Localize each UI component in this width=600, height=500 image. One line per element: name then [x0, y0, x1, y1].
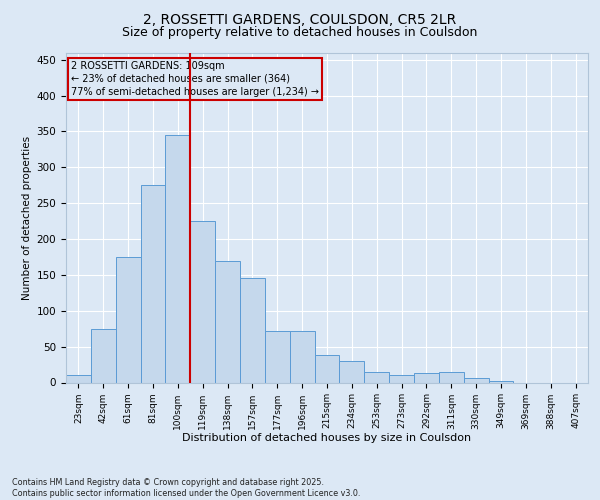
Bar [290, 331, 314, 382]
Bar [215, 260, 240, 382]
Bar [240, 278, 265, 382]
X-axis label: Distribution of detached houses by size in Coulsdon: Distribution of detached houses by size … [182, 433, 472, 443]
Bar [464, 378, 488, 382]
Bar [91, 328, 116, 382]
Text: 2, ROSSETTI GARDENS, COULSDON, CR5 2LR: 2, ROSSETTI GARDENS, COULSDON, CR5 2LR [143, 12, 457, 26]
Bar [439, 372, 464, 382]
Bar [314, 355, 340, 382]
Bar [190, 221, 215, 382]
Text: 2 ROSSETTI GARDENS: 109sqm
← 23% of detached houses are smaller (364)
77% of sem: 2 ROSSETTI GARDENS: 109sqm ← 23% of deta… [71, 60, 319, 97]
Text: Size of property relative to detached houses in Coulsdon: Size of property relative to detached ho… [122, 26, 478, 39]
Bar [389, 376, 414, 382]
Bar [414, 373, 439, 382]
Text: Contains HM Land Registry data © Crown copyright and database right 2025.
Contai: Contains HM Land Registry data © Crown c… [12, 478, 361, 498]
Bar [66, 376, 91, 382]
Bar [140, 185, 166, 382]
Bar [488, 381, 514, 382]
Y-axis label: Number of detached properties: Number of detached properties [22, 136, 32, 300]
Bar [116, 257, 140, 382]
Bar [340, 361, 364, 382]
Bar [364, 372, 389, 382]
Bar [166, 135, 190, 382]
Bar [265, 331, 290, 382]
